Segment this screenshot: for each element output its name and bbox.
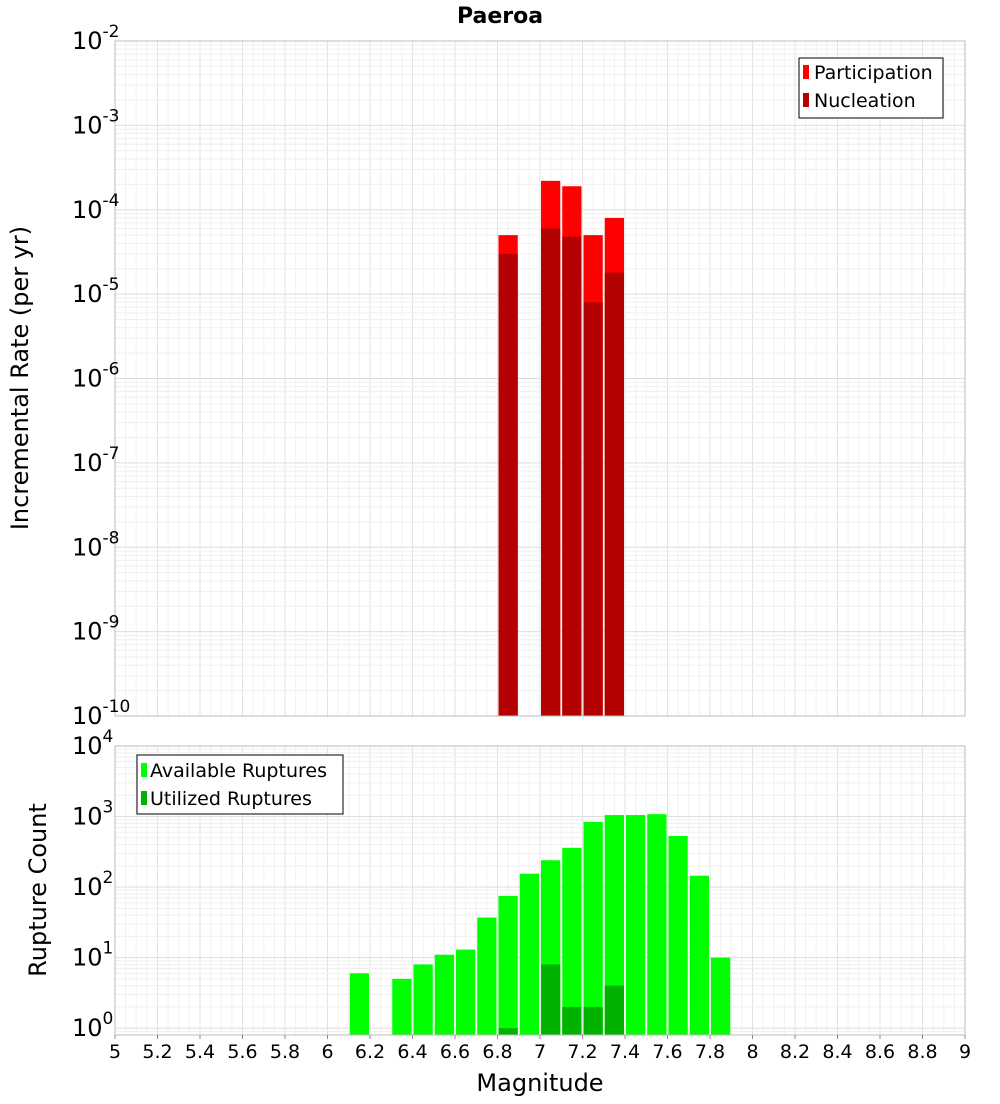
bar-available-ruptures xyxy=(392,978,412,1035)
x-tick-label: 8.8 xyxy=(907,1041,937,1063)
chart-title: Paeroa xyxy=(457,4,543,29)
bottom-legend-box xyxy=(136,754,344,815)
legend-swatch-nucleation xyxy=(803,93,809,107)
x-tick-label: 5.2 xyxy=(142,1041,172,1063)
legend-label-nucleation: Nucleation xyxy=(814,90,916,112)
y-tick-label: 103 xyxy=(72,798,113,831)
x-tick-label: 9 xyxy=(959,1041,971,1063)
bar-nucleation xyxy=(562,236,582,716)
bottom-panel-bars xyxy=(349,814,731,1035)
x-tick-label: 8 xyxy=(746,1041,758,1063)
x-tick-label: 6.6 xyxy=(440,1041,470,1063)
bar-available-ruptures xyxy=(711,957,731,1035)
legend-swatch-available xyxy=(141,763,147,777)
top-panel-grid xyxy=(114,40,966,717)
y-tick-label: 10-4 xyxy=(72,191,120,224)
bottom-legend: Available Ruptures Utilized Ruptures xyxy=(136,754,344,815)
top-y-tick-labels: 10-10 10-9 10-8 10-7 10-6 10-5 10-4 10-3 10-2 xyxy=(72,22,130,730)
x-tick-label: 5 xyxy=(109,1041,121,1063)
y-tick-label: 10-2 xyxy=(72,22,120,55)
x-tick-label: 7.8 xyxy=(695,1041,725,1063)
bar-available-ruptures xyxy=(668,835,688,1035)
top-legend-box xyxy=(798,57,944,119)
bar-utilized-ruptures xyxy=(541,964,561,1035)
legend-label-utilized: Utilized Ruptures xyxy=(150,788,312,810)
bar-nucleation xyxy=(604,272,624,716)
x-tick-label: 6.2 xyxy=(355,1041,385,1063)
y-tick-label: 10-6 xyxy=(72,360,120,393)
bar-available-ruptures xyxy=(604,815,624,1035)
x-tick-label: 7.6 xyxy=(652,1041,682,1063)
bar-utilized-ruptures xyxy=(583,1006,603,1035)
x-tick-label: 7.2 xyxy=(567,1041,597,1063)
x-tick-label: 7.4 xyxy=(610,1041,640,1063)
top-plot-border xyxy=(114,40,966,717)
bar-available-ruptures xyxy=(349,973,369,1035)
x-tick-labels: 5 5.2 5.4 5.6 5.8 6 6.2 6.4 6.6 6.8 7 7.2 7.4 7.6 7.8 8… xyxy=(109,1035,971,1063)
y-tick-label: 10-9 xyxy=(72,613,120,646)
x-tick-label: 7 xyxy=(534,1041,546,1063)
bar-available-ruptures xyxy=(413,964,433,1035)
bar-available-ruptures xyxy=(456,949,476,1035)
bar-available-ruptures xyxy=(434,954,454,1035)
y-tick-label: 10-5 xyxy=(72,275,120,308)
bar-available-ruptures xyxy=(583,821,603,1035)
top-legend: Participation Nucleation xyxy=(798,57,944,119)
y-tick-label: 10-7 xyxy=(72,444,120,477)
bar-nucleation xyxy=(583,302,603,716)
top-y-axis-label: Incremental Rate (per yr) xyxy=(6,226,34,530)
x-tick-label: 8.4 xyxy=(822,1041,852,1063)
y-tick-label: 10-8 xyxy=(72,528,120,561)
top-panel-bars xyxy=(498,180,624,716)
legend-label-participation: Participation xyxy=(814,62,933,84)
y-tick-label: 102 xyxy=(72,868,113,901)
x-tick-label: 6.8 xyxy=(482,1041,512,1063)
bar-utilized-ruptures xyxy=(604,985,624,1035)
x-tick-label: 6.4 xyxy=(397,1041,427,1063)
bar-available-ruptures xyxy=(689,875,709,1035)
bar-utilized-ruptures xyxy=(498,1028,518,1035)
y-tick-label: 10-10 xyxy=(72,697,130,730)
y-tick-label: 104 xyxy=(72,727,113,760)
x-tick-label: 8.2 xyxy=(780,1041,810,1063)
bar-available-ruptures xyxy=(519,873,539,1035)
bar-nucleation xyxy=(498,253,518,716)
x-tick-label: 8.6 xyxy=(865,1041,895,1063)
y-tick-label: 100 xyxy=(72,1009,113,1042)
legend-swatch-participation xyxy=(803,65,809,79)
bar-available-ruptures xyxy=(626,815,646,1035)
legend-label-available: Available Ruptures xyxy=(150,760,327,782)
bar-utilized-ruptures xyxy=(562,1006,582,1035)
bar-nucleation xyxy=(541,228,561,716)
x-tick-label: 5.8 xyxy=(270,1041,300,1063)
x-axis-label: Magnitude xyxy=(476,1069,603,1097)
y-tick-label: 101 xyxy=(72,939,113,972)
bottom-y-tick-labels: 100 101 102 103 104 xyxy=(72,727,113,1042)
legend-swatch-utilized xyxy=(141,791,147,805)
bar-available-ruptures xyxy=(647,814,667,1035)
bar-available-ruptures xyxy=(562,847,582,1035)
y-tick-label: 10-3 xyxy=(72,106,120,139)
x-tick-label: 6 xyxy=(321,1041,333,1063)
bar-available-ruptures xyxy=(477,917,497,1035)
bar-available-ruptures xyxy=(498,895,518,1035)
x-tick-label: 5.6 xyxy=(227,1041,257,1063)
bottom-y-axis-label: Rupture Count xyxy=(24,803,52,977)
x-tick-label: 5.4 xyxy=(185,1041,215,1063)
